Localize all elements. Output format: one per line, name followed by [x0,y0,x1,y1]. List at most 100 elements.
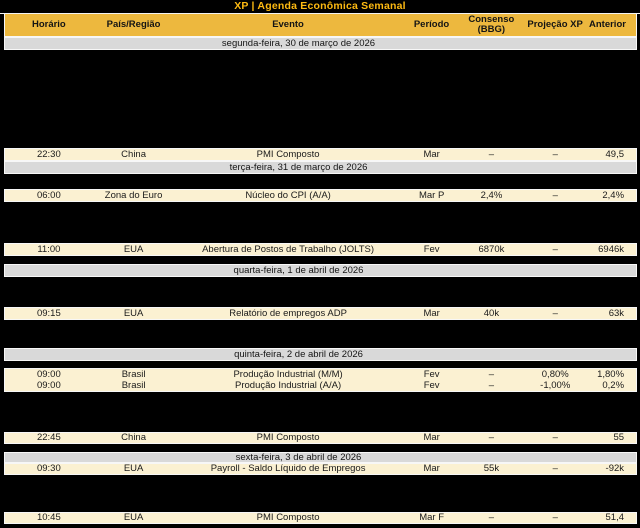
event-time-cell: 06:00 [36,189,61,201]
event-prior-cell: 55 [613,432,625,444]
redacted-rows-gap [4,174,637,189]
event-event-cell: PMI Composto [256,512,320,524]
column-header-horario: Horário [31,19,66,31]
event-row: 22:45 China PMI Composto Mar – – 55 [5,433,636,443]
event-period-cell: Fev [423,379,440,391]
day-header-label: sexta-feira, 3 de abril de 2026 [235,451,362,463]
event-prior-cell: 6946k [598,243,625,255]
event-consensus-cell: – [488,432,495,444]
event-row: 09:15 EUA Relatório de empregos ADP Mar 40k –… [5,308,636,319]
redacted-rows-gap [4,475,637,512]
redacted-rows-gap [4,392,637,432]
event-region-cell: China [121,432,146,444]
event-row-group: 11:00 EUA Abertura de Postos de Trabalho (… [4,243,637,256]
event-time-cell: 11:00 [37,243,61,255]
event-region-cell: EUA [123,243,144,255]
column-header-anterior: Anterior [589,19,626,31]
day-header-label: segunda-feira, 30 de março de 2026 [221,37,376,49]
event-consensus-cell: – [488,512,495,524]
event-region-cell: EUA [123,512,144,524]
event-time-cell: 09:15 [36,307,61,319]
event-event-cell: PMI Composto [256,432,320,444]
redacted-rows-gap [4,444,637,452]
event-projection-cell: – [552,432,558,444]
event-region-cell: Brasil [121,379,146,391]
column-header-evento: Evento [272,19,304,31]
event-event-cell: Produção Industrial (M/M) [233,368,343,380]
event-prior-cell: 63k [608,307,625,319]
event-prior-cell: -92k [605,463,625,475]
event-event-cell: PMI Composto [256,148,320,160]
event-consensus-cell: – [488,148,495,160]
column-header-consenso-bbg: Consenso (BBG) [468,14,515,35]
event-prior-cell: 0,2% [602,379,625,391]
redacted-rows-gap [4,256,637,264]
event-row: 22:30 China PMI Composto Mar – – 49,5 [5,149,636,160]
title-bar: XP | Agenda Econômica Semanal [0,0,640,14]
event-period-cell: Fev [423,368,440,380]
event-time-cell: 09:30 [36,463,61,475]
event-period-cell: Fev [423,243,440,255]
day-header-row: sexta-feira, 3 de abril de 2026 [4,452,637,463]
redacted-rows-gap [4,202,637,243]
event-consensus-cell: 2,4% [480,189,503,201]
event-time-cell: 22:30 [36,148,61,160]
event-projection-cell: – [552,148,558,160]
event-consensus-cell: – [488,368,495,380]
day-header-label: terça-feira, 31 de março de 2026 [229,161,368,173]
event-event-cell: Relatório de empregos ADP [229,307,347,319]
event-projection-cell: – [552,512,558,524]
event-consensus-cell: – [488,379,495,391]
event-projection-cell: – [552,307,558,319]
report-title: XP | Agenda Econômica Semanal [234,0,406,13]
event-region-cell: China [121,148,146,160]
table-body: segunda-feira, 30 de março de 2026 22:30 C… [4,37,637,528]
event-region-cell: Brasil [121,368,146,380]
day-header-label: quinta-feira, 2 de abril de 2026 [234,348,363,360]
event-prior-cell: 51,4 [605,512,625,524]
event-time-cell: 09:00 [36,368,61,380]
event-event-cell: Abertura de Postos de Trabalho (JOLTS) [202,243,375,255]
event-row-group: 22:45 China PMI Composto Mar – – 55 [4,432,637,444]
event-time-cell: 09:00 [36,379,61,391]
event-row-group: 09:00 Brasil Produção Industrial (M/M) Fev –… [4,368,637,392]
event-event-cell: Produção Industrial (A/A) [235,379,342,391]
redacted-rows-gap [4,320,637,348]
event-period-cell: Mar [423,432,440,444]
event-prior-cell: 1,80% [597,368,625,380]
column-header-row: Horário País/Região Evento Período Consenso … [4,14,637,37]
event-period-cell: Mar [423,148,440,160]
event-row: 09:00 Brasil Produção Industrial (M/M) Fev –… [5,369,636,380]
event-period-cell: Mar [423,463,440,475]
redacted-rows-gap [4,524,637,528]
event-event-cell: Núcleo do CPI (A/A) [245,189,331,201]
event-period-cell: Mar [423,307,440,319]
event-projection-cell: – [552,243,558,255]
day-header-row: quarta-feira, 1 de abril de 2026 [4,264,637,277]
day-header-row: segunda-feira, 30 de março de 2026 [4,37,637,50]
column-header-pais-regiao: País/Região [106,19,161,31]
event-row: 11:00 EUA Abertura de Postos de Trabalho (… [5,244,636,255]
event-projection-cell: – [552,463,558,475]
event-time-cell: 10:45 [36,512,61,524]
column-header-projecao-xp: Projeção XP [527,19,583,31]
event-projection-cell: -1,00% [540,379,571,391]
redacted-rows-gap [4,361,637,368]
day-header-row: terça-feira, 31 de março de 2026 [4,161,637,174]
event-region-cell: EUA [123,307,144,319]
column-header-periodo: Período [413,19,450,31]
event-time-cell: 22:45 [36,432,61,444]
event-projection-cell: – [552,189,558,201]
event-row-group: 09:30 EUA Payroll - Saldo Líquido de Empre… [4,463,637,475]
event-row-group: 22:30 China PMI Composto Mar – – 49,5 [4,148,637,161]
event-event-cell: Payroll - Saldo Líquido de Empregos [210,463,366,475]
agenda-table: Horário País/Região Evento Período Consenso … [4,14,637,528]
event-period-cell: Mar F [419,512,445,524]
event-row: 09:30 EUA Payroll - Saldo Líquido de Empre… [5,464,636,474]
event-consensus-cell: 40k [483,307,500,319]
event-prior-cell: 49,5 [605,148,625,160]
day-header-row: quinta-feira, 2 de abril de 2026 [4,348,637,361]
redacted-rows-gap [4,50,637,148]
event-projection-cell: 0,80% [541,368,569,380]
